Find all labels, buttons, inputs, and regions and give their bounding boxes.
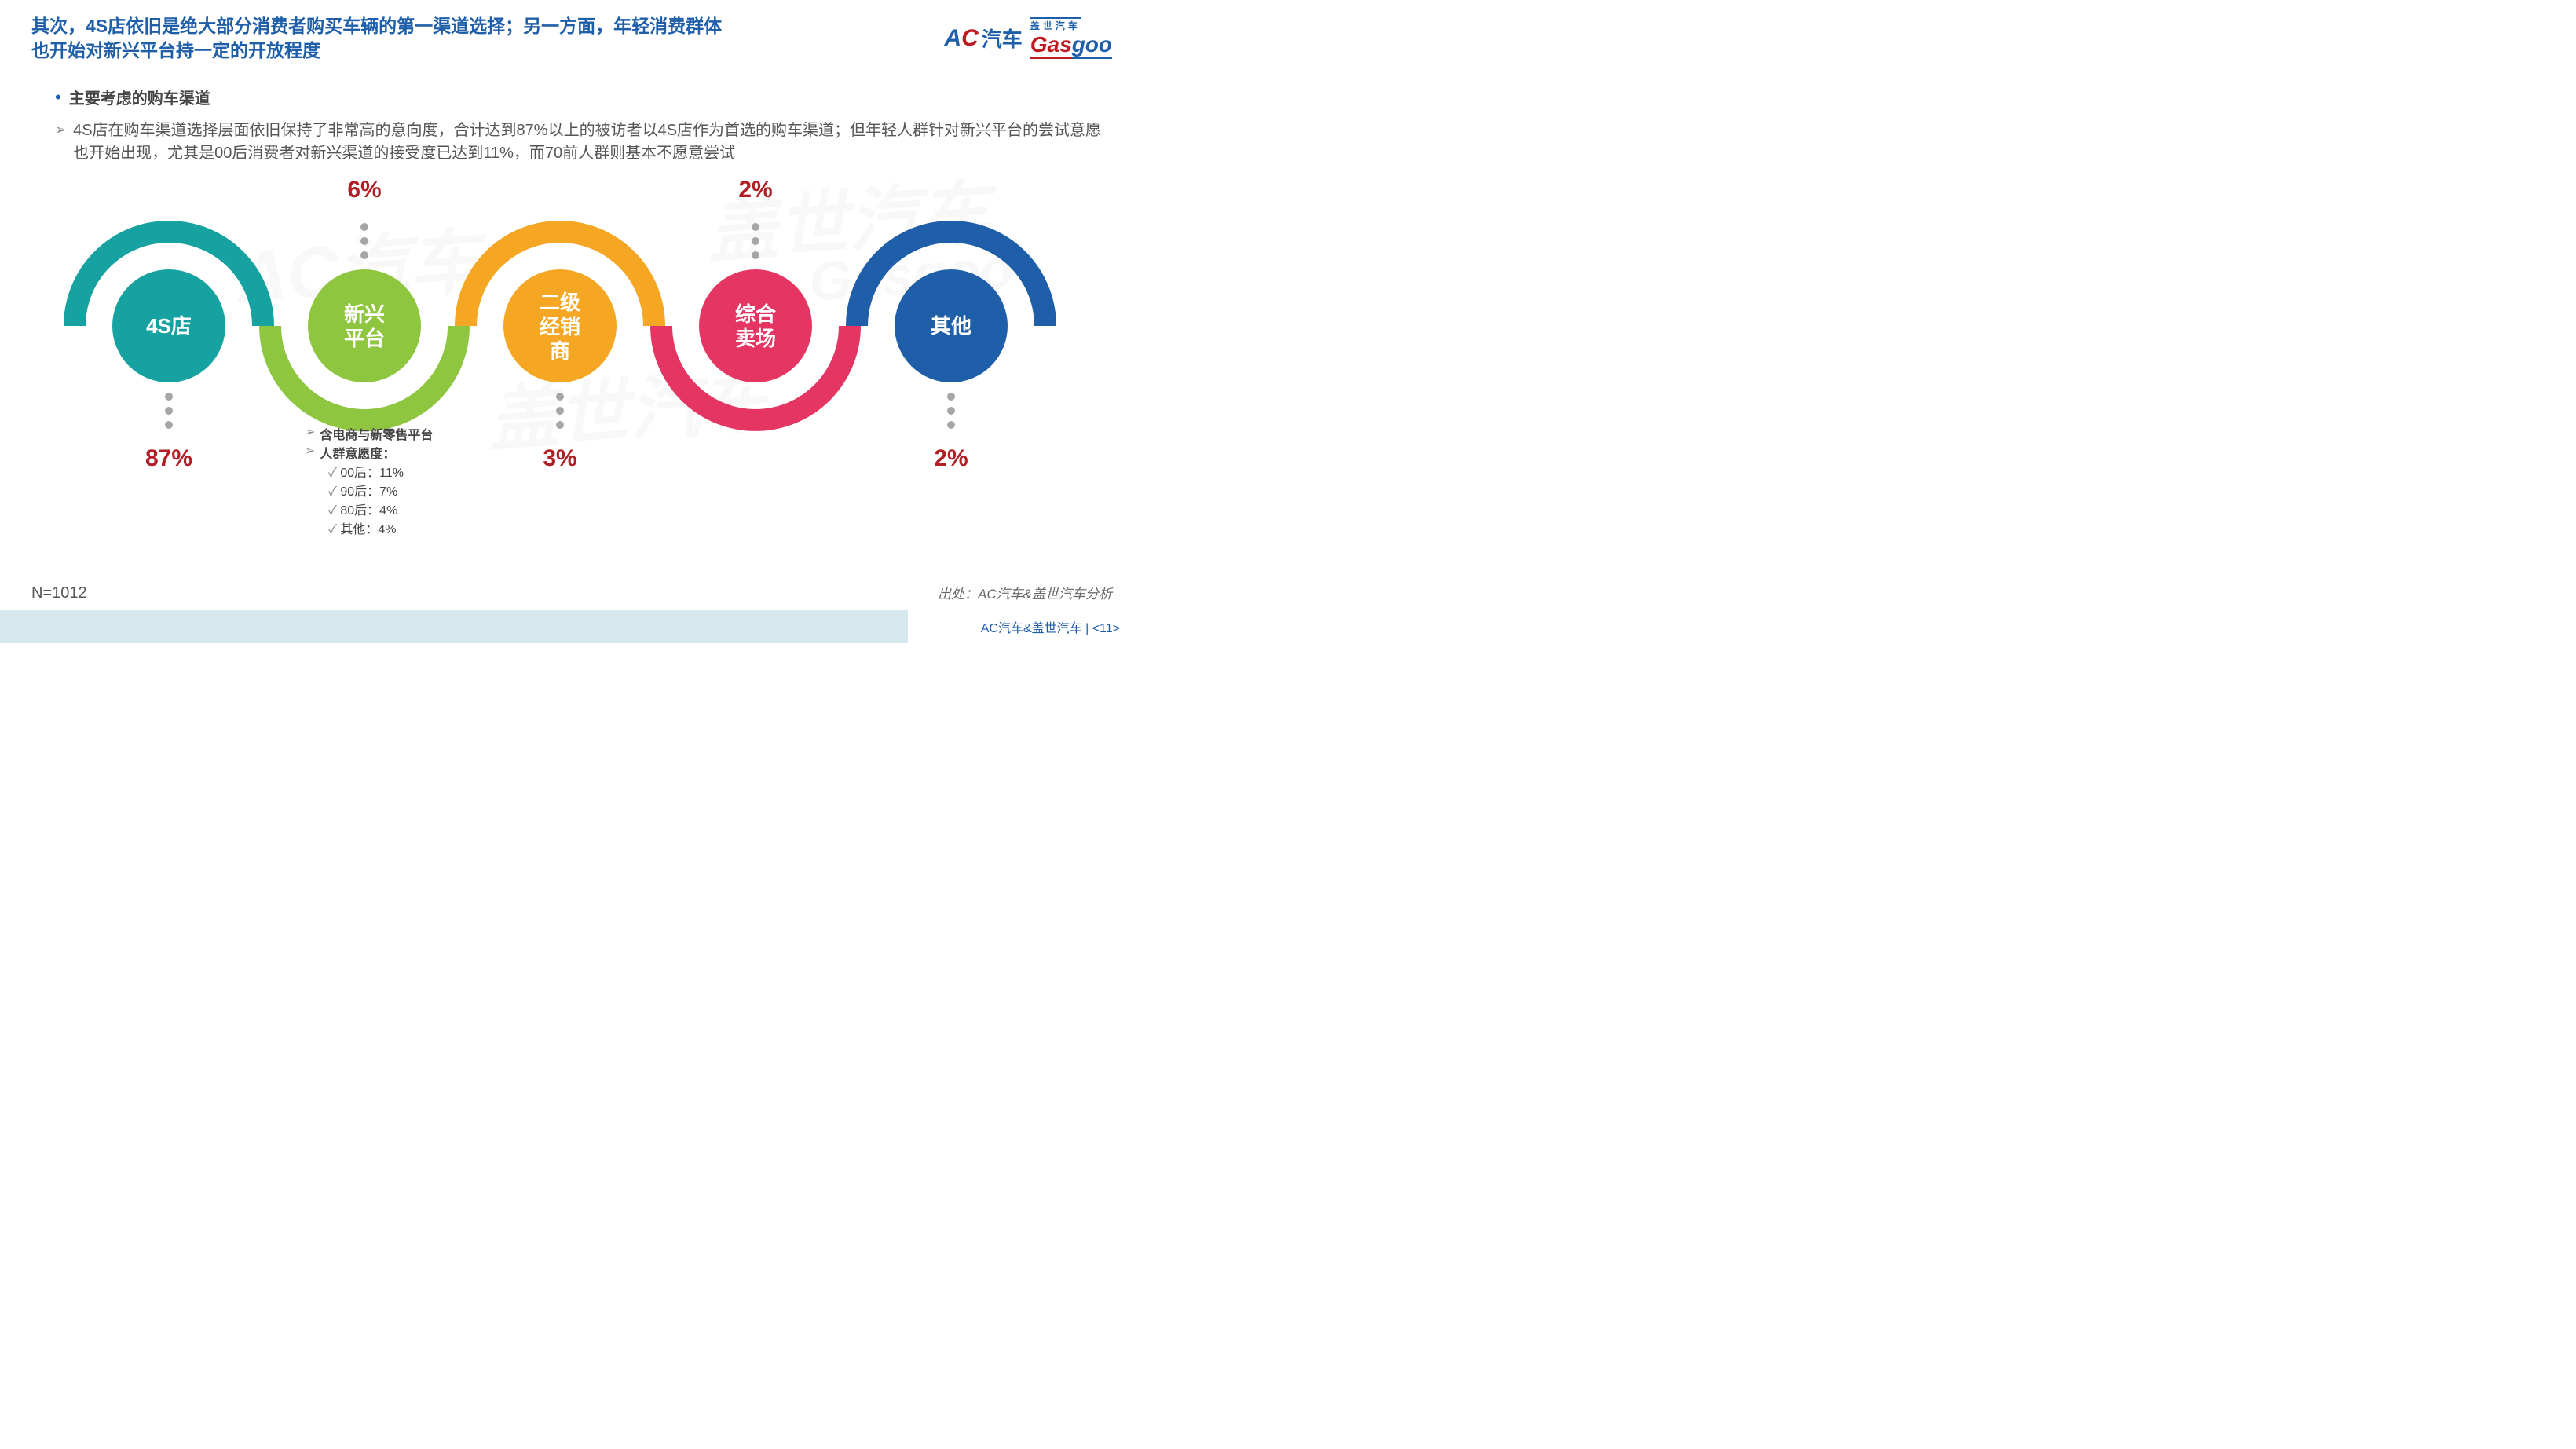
channel-node-label: 4S店 (114, 314, 224, 338)
source-attribution: 出处：AC汽车&盖世汽车分析 (938, 583, 1112, 602)
sample-size: N=1012 (31, 584, 87, 602)
logo-gasgoo-red: Gas (1030, 32, 1072, 59)
footer-text: AC汽车&盖世汽车 | <11> (981, 617, 1120, 636)
logo-ac-a: A (944, 25, 960, 52)
detail-annotations: ➢含电商与新零售平台➢人群意愿度：00后：11%90后：7%80后：4%其他：4… (305, 424, 433, 537)
logo-ac-txt: 汽车 (982, 24, 1023, 53)
channel-node-label: 其他 (896, 314, 1006, 338)
channel-pct: 6% (333, 177, 396, 203)
logo-gasgoo-cn: 盖世汽车 (1030, 17, 1081, 32)
logo-group: A C 汽车 盖世汽车 Gas goo (944, 17, 1112, 59)
channel-node-label: 综合卖场 (701, 302, 810, 351)
logo-ac-c: C (961, 25, 979, 52)
channel-node-label: 新兴平台 (309, 302, 419, 351)
bullet-icon: • (55, 87, 61, 108)
footer-bar: AC汽车&盖世汽车 | <11> (0, 610, 1143, 643)
channel-pct: 87% (137, 445, 200, 472)
body-paragraph: 4S店在购车渠道选择层面依旧保持了非常高的意向度，合计达到87%以上的被访者以4… (73, 119, 1112, 165)
logo-gasgoo: 盖世汽车 Gas goo (1030, 17, 1112, 59)
chevron-icon: ➢ (55, 122, 67, 138)
section-heading: 主要考虑的购车渠道 (69, 86, 210, 108)
channel-pct: 3% (529, 445, 591, 472)
channel-pct: 2% (920, 445, 982, 472)
channel-infographic: 4S店87%新兴平台6%二级经销商3%综合卖场2%其他2%➢含电商与新零售平台➢… (31, 165, 1112, 495)
channel-pct: 2% (724, 177, 787, 203)
page-title: 其次，4S店依旧是绝大部分消费者购买车辆的第一渠道选择；另一方面，年轻消费群体也… (31, 14, 723, 63)
logo-ac: A C 汽车 (944, 24, 1022, 53)
channel-node-label: 二级经销商 (505, 291, 615, 364)
logo-gasgoo-blue: goo (1072, 32, 1112, 59)
